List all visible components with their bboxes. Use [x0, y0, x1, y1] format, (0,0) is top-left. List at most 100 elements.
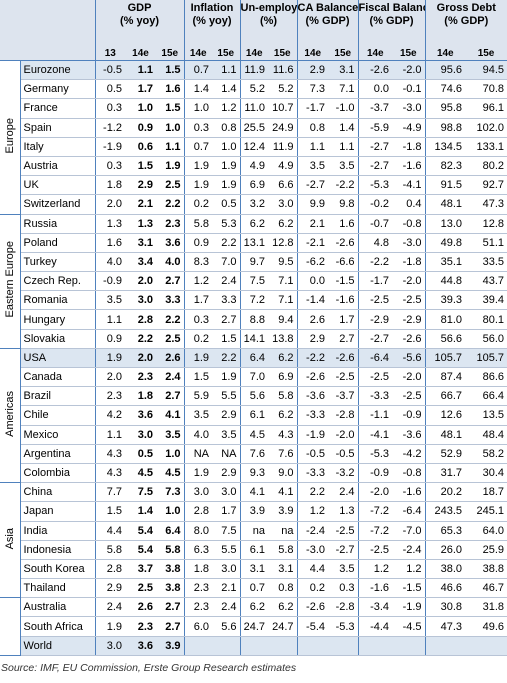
value-cell: 7.0	[212, 252, 240, 273]
value-cell: 1.1	[94, 425, 125, 445]
value-cell: 245.1	[465, 501, 507, 522]
value-cell: -7.0	[392, 521, 426, 541]
value-cell: 7.1	[268, 271, 298, 292]
value-cell: 5.8	[268, 540, 298, 560]
value-cell: 2.4	[212, 597, 240, 618]
value-cell	[328, 636, 359, 656]
value-cell: 1.0	[212, 137, 240, 157]
value-cell: 0.2	[296, 578, 329, 599]
value-cell: 3.9	[239, 501, 268, 522]
value-cell: 2.3	[94, 386, 125, 407]
value-cell: 39.4	[465, 290, 507, 311]
value-cell: 9.0	[268, 463, 298, 484]
value-cell: 92.7	[465, 175, 507, 196]
value-cell: 48.1	[424, 194, 466, 215]
value-cell: -0.2	[357, 194, 393, 215]
country-name: Romania	[20, 290, 95, 311]
value-cell: 1.9	[94, 616, 125, 637]
value-cell: -1.2	[94, 118, 125, 138]
value-cell: -2.5	[357, 367, 393, 388]
value-cell: 2.4	[328, 482, 359, 503]
value-cell: -2.7	[357, 137, 393, 157]
country-name: South Africa	[20, 616, 95, 637]
value-cell: -1.9	[296, 425, 329, 445]
country-name: Mexico	[20, 425, 95, 445]
value-cell: 1.9	[183, 463, 212, 484]
value-cell: 3.5	[212, 425, 240, 445]
data-row: World 3.0 3.6 3.9	[0, 636, 507, 656]
value-cell: 2.0	[125, 271, 156, 292]
value-cell: -0.5	[328, 444, 359, 464]
group-title: GDP	[127, 2, 152, 14]
value-cell: 4.5	[239, 425, 268, 445]
value-cell: 4.5	[156, 463, 184, 484]
year-header: 14e	[125, 46, 156, 61]
value-cell: 31.8	[465, 597, 507, 618]
country-name: Czech Rep.	[20, 271, 95, 292]
value-cell	[212, 636, 240, 656]
value-cell: -1.8	[392, 252, 426, 273]
value-cell: 6.9	[239, 175, 268, 196]
region-label: Eastern Europe	[3, 241, 16, 318]
value-cell: 2.3	[125, 367, 156, 388]
country-name: Chile	[20, 405, 95, 426]
value-cell: 5.4	[125, 540, 156, 560]
country-name: Colombia	[20, 463, 95, 484]
country-name: Argentina	[20, 444, 95, 464]
value-cell: -7.2	[357, 521, 393, 541]
value-cell: 0.5	[212, 194, 240, 215]
region-label: Asia	[3, 527, 16, 550]
value-cell: -1.7	[357, 271, 393, 292]
value-cell: 0.8	[212, 118, 240, 138]
value-cell: 3.9	[156, 636, 184, 656]
value-cell: 1.4	[125, 501, 156, 522]
group-unit: (% GDP)	[444, 15, 489, 27]
value-cell: -6.4	[392, 501, 426, 522]
value-cell: 4.1	[156, 405, 184, 426]
value-cell	[296, 636, 329, 656]
value-cell: 56.0	[465, 329, 507, 349]
value-cell: -1.1	[357, 405, 393, 426]
value-cell: -2.5	[357, 540, 393, 560]
value-cell: 8.8	[239, 309, 268, 330]
group-header: Inflation (% yoy)	[183, 0, 240, 46]
value-cell: NA	[183, 444, 212, 464]
value-cell: -5.3	[357, 444, 393, 464]
value-cell: 8.3	[183, 252, 212, 273]
value-cell: -0.5	[296, 444, 329, 464]
year-header: 14e	[239, 46, 268, 61]
value-cell: -4.4	[357, 616, 393, 637]
value-cell: 6.4	[156, 521, 184, 541]
value-cell: 3.0	[212, 559, 240, 580]
value-cell: 5.2	[239, 79, 268, 100]
value-cell: -3.3	[296, 463, 329, 484]
value-cell: 2.3	[183, 578, 212, 599]
value-cell: 2.4	[212, 271, 240, 292]
value-cell: 38.8	[465, 559, 507, 580]
value-cell: 65.3	[424, 521, 466, 541]
data-row: South Africa 1.9 2.3 2.7 6.0 5.6 24.7 24.7 -5.4-…	[0, 616, 507, 637]
value-cell	[465, 636, 507, 656]
header-row: GDP (% yoy) Inflation (% yoy) Un-employ. (%) C…	[0, 0, 507, 61]
region-cell	[0, 597, 21, 656]
value-cell: 0.3	[183, 118, 212, 138]
value-cell: 3.2	[239, 194, 268, 215]
value-cell: 12.8	[268, 233, 298, 253]
year-header: 14e	[357, 46, 393, 61]
data-row: South Korea 2.8 3.7 3.8 1.8 3.0 3.1 3.1 4.4 3.5 1.…	[0, 559, 507, 580]
value-cell: 87.4	[424, 367, 466, 388]
group-unit: (% GDP)	[369, 15, 414, 27]
value-cell: 14.1	[239, 329, 268, 349]
value-cell: 13.0	[424, 213, 466, 234]
value-cell: 2.0	[94, 367, 125, 388]
value-cell: 98.8	[424, 118, 466, 138]
value-cell: -2.5	[357, 290, 393, 311]
value-cell: 3.6	[125, 405, 156, 426]
value-cell: 1.4	[183, 79, 212, 100]
value-cell: NA	[212, 444, 240, 464]
value-cell: 13.5	[465, 405, 507, 426]
value-cell: 2.3	[156, 213, 184, 234]
value-cell: -1.0	[328, 98, 359, 119]
value-cell: -3.7	[328, 386, 359, 407]
value-cell: 3.6	[156, 233, 184, 253]
